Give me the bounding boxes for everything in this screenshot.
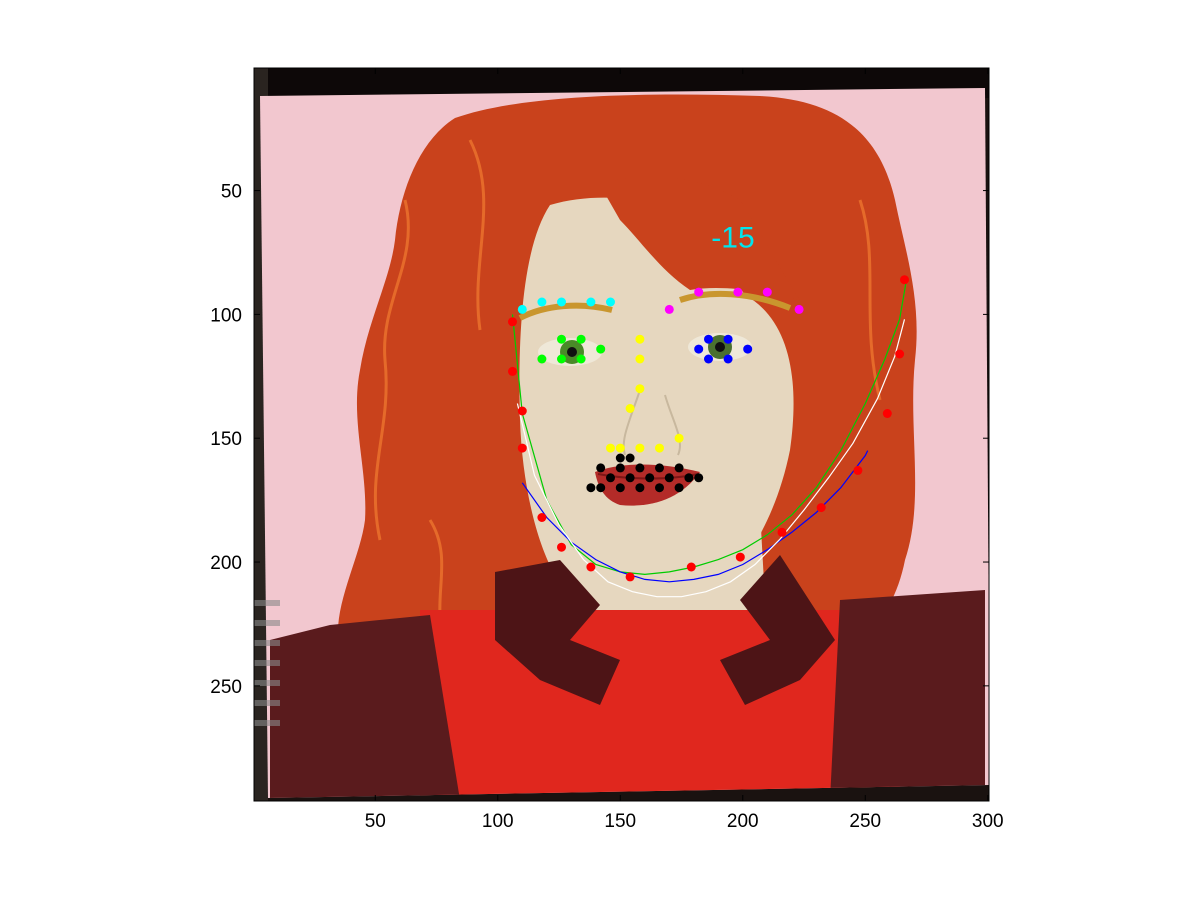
jaw-contour-point	[508, 366, 517, 376]
nose-point	[655, 443, 664, 453]
x-tick-label: 250	[849, 811, 881, 832]
x-tick-label: 200	[727, 811, 759, 832]
jaw-contour-point	[882, 409, 892, 418]
nose-point	[615, 443, 625, 453]
y-tick-label: 250	[210, 677, 242, 698]
landmark-points	[508, 275, 909, 582]
left-eye-point	[704, 334, 713, 344]
x-tick-label: 150	[604, 811, 636, 832]
mouth-point	[694, 473, 704, 483]
mouth-point	[596, 483, 606, 493]
jaw-contour-point	[686, 562, 696, 572]
right-brow-point	[557, 297, 566, 307]
x-tick-label: 50	[365, 811, 386, 832]
left-eye-point	[743, 344, 753, 354]
jaw-contour-point	[517, 443, 527, 453]
green-fit-curve	[511, 277, 908, 576]
right-brow-point	[537, 297, 547, 307]
left-brow-point	[694, 287, 704, 297]
nose-point	[625, 404, 635, 413]
mouth-point	[635, 483, 645, 493]
left-brow-point	[794, 304, 804, 314]
mouth-point	[674, 463, 684, 473]
right-eye-point	[557, 354, 566, 364]
y-tick-label: 200	[210, 553, 242, 574]
right-brow-point	[586, 297, 596, 307]
mouth-point	[615, 483, 625, 493]
left-eye-point	[704, 354, 713, 364]
jaw-contour-point	[900, 275, 909, 285]
blue-fit-curve	[521, 450, 869, 583]
right-eye-point	[537, 354, 547, 364]
y-axis: 50 100 150 200 250	[210, 182, 989, 698]
nose-point	[635, 334, 645, 344]
jaw-contour-point	[895, 349, 905, 359]
jaw-contour-point	[557, 542, 566, 552]
right-eye-point	[596, 344, 606, 354]
nose-point	[635, 443, 645, 453]
y-tick-label: 100	[210, 305, 242, 326]
nose-point	[674, 433, 684, 443]
jaw-contour-point	[735, 552, 745, 562]
left-brow-point	[733, 287, 743, 297]
x-tick-label: 300	[972, 811, 1004, 832]
mouth-point	[655, 463, 664, 473]
fit-curves	[511, 277, 908, 598]
mouth-point	[664, 473, 674, 483]
left-eye-point	[694, 344, 704, 354]
right-eye-point	[576, 334, 586, 344]
jaw-contour-point	[853, 465, 863, 475]
jaw-contour-point	[816, 503, 826, 513]
pose-angle-label: -15	[711, 222, 754, 255]
left-brow-point	[664, 304, 674, 314]
jaw-contour-point	[508, 317, 517, 327]
mouth-point	[625, 473, 635, 483]
axes-frame	[253, 67, 990, 802]
right-brow-point	[606, 297, 615, 307]
jaw-contour-point	[625, 572, 635, 582]
nose-point	[635, 354, 645, 364]
mouth-point	[615, 463, 625, 473]
mouth-point	[606, 473, 615, 483]
right-eye-point	[557, 334, 566, 344]
jaw-contour-point	[777, 527, 787, 537]
mouth-point	[596, 463, 606, 473]
nose-point	[606, 443, 615, 453]
left-eye-point	[723, 334, 733, 344]
nose-point	[635, 384, 645, 394]
y-tick-label: 150	[210, 429, 242, 450]
right-eye-point	[576, 354, 586, 364]
left-eye-point	[723, 354, 733, 364]
x-tick-label: 100	[482, 811, 514, 832]
jaw-contour-point	[586, 562, 596, 572]
portrait-image	[254, 68, 989, 801]
mouth-point	[625, 453, 635, 463]
mouth-point	[635, 463, 645, 473]
white-fit-curve	[516, 319, 906, 598]
mouth-point	[684, 473, 694, 483]
x-axis: 50 100 150 200 250 300	[365, 68, 1004, 832]
y-tick-label: 50	[221, 182, 242, 203]
mouth-point	[674, 483, 684, 493]
jaw-contour-point	[537, 513, 547, 522]
mouth-point	[615, 453, 625, 463]
left-brow-point	[762, 287, 772, 297]
right-brow-point	[517, 304, 527, 314]
mouth-point	[655, 483, 664, 493]
jaw-contour-point	[517, 406, 527, 416]
mouth-point	[645, 473, 655, 483]
mouth-point	[586, 483, 596, 493]
